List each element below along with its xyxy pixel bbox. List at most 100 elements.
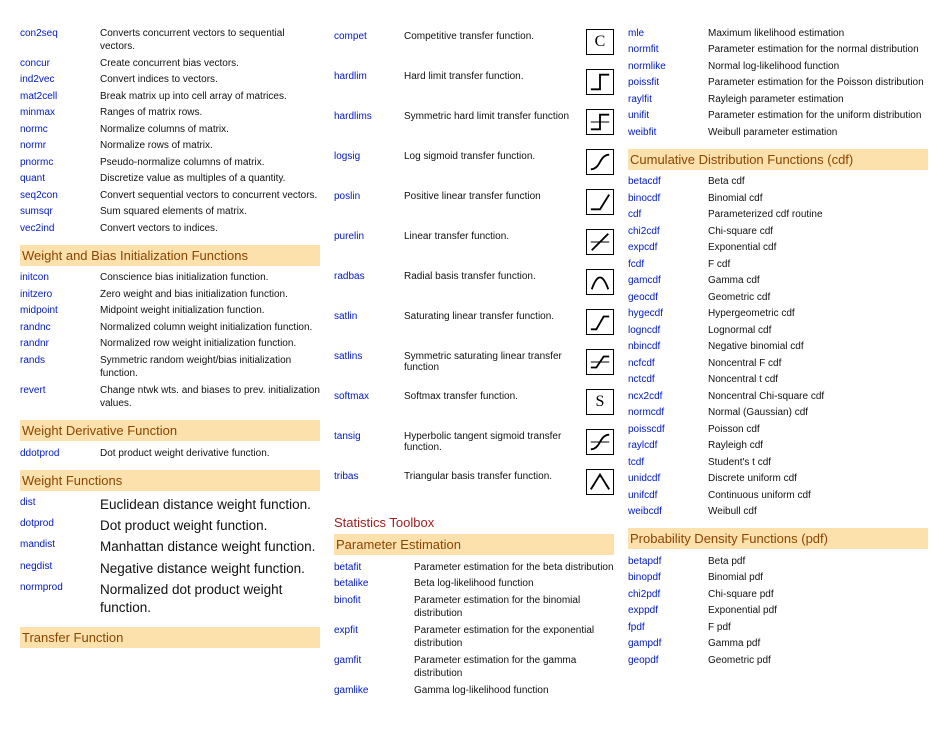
function-link[interactable]: randnc — [20, 321, 100, 335]
function-link[interactable]: weibcdf — [628, 505, 708, 519]
function-link[interactable]: normcdf — [628, 406, 708, 420]
function-link[interactable]: mandist — [20, 538, 100, 552]
function-link[interactable]: negdist — [20, 560, 100, 574]
function-link[interactable]: mle — [628, 27, 708, 41]
function-link[interactable]: normc — [20, 123, 100, 137]
function-link[interactable]: logsig — [334, 151, 404, 162]
function-link[interactable]: exppdf — [628, 604, 708, 618]
function-link[interactable]: satlin — [334, 311, 404, 322]
function-link[interactable]: initcon — [20, 271, 100, 285]
function-link[interactable]: pnormc — [20, 156, 100, 170]
function-link[interactable]: raylfit — [628, 93, 708, 107]
function-link[interactable]: normlike — [628, 60, 708, 74]
function-link[interactable]: quant — [20, 172, 100, 186]
function-link[interactable]: chi2cdf — [628, 225, 708, 239]
function-link[interactable]: normprod — [20, 581, 100, 595]
function-link[interactable]: hygecdf — [628, 307, 708, 321]
function-link[interactable]: nctcdf — [628, 373, 708, 387]
function-link[interactable]: fpdf — [628, 621, 708, 635]
function-description: Log sigmoid transfer function. — [404, 151, 586, 162]
function-link[interactable]: unidcdf — [628, 472, 708, 486]
function-link[interactable]: compet — [334, 31, 404, 42]
transfer-function-row: logsigLog sigmoid transfer function. — [334, 145, 614, 185]
function-link[interactable]: sumsqr — [20, 205, 100, 219]
function-link[interactable]: dotprod — [20, 517, 100, 531]
function-link[interactable]: rands — [20, 354, 100, 368]
function-description: Rayleigh parameter estimation — [708, 93, 928, 107]
function-link[interactable]: tribas — [334, 471, 404, 482]
function-link[interactable]: tcdf — [628, 456, 708, 470]
function-link[interactable]: satlins — [334, 351, 404, 362]
function-link[interactable]: midpoint — [20, 304, 100, 318]
function-link[interactable]: unifit — [628, 109, 708, 123]
function-link[interactable]: chi2pdf — [628, 588, 708, 602]
function-link[interactable]: vec2ind — [20, 222, 100, 236]
function-row: ncfcdfNoncentral F cdf — [628, 355, 928, 372]
function-description: Rayleigh cdf — [708, 439, 928, 453]
function-link[interactable]: betalike — [334, 577, 414, 591]
function-link[interactable]: geopdf — [628, 654, 708, 668]
function-link[interactable]: randnr — [20, 337, 100, 351]
function-link[interactable]: revert — [20, 384, 100, 398]
function-row: midpointMidpoint weight initialization f… — [20, 303, 320, 320]
function-link[interactable]: binofit — [334, 594, 414, 608]
function-description: Pseudo-normalize columns of matrix. — [100, 156, 320, 170]
function-link[interactable]: hardlim — [334, 71, 404, 82]
function-link[interactable]: purelin — [334, 231, 404, 242]
function-link[interactable]: expfit — [334, 624, 414, 638]
function-link[interactable]: minmax — [20, 106, 100, 120]
function-link[interactable]: expcdf — [628, 241, 708, 255]
function-link[interactable]: con2seq — [20, 27, 100, 41]
function-link[interactable]: normr — [20, 139, 100, 153]
function-link[interactable]: nbincdf — [628, 340, 708, 354]
section-parameter-estimation: Parameter Estimation — [334, 534, 614, 555]
function-link[interactable]: gamlike — [334, 684, 414, 698]
function-link[interactable]: gamcdf — [628, 274, 708, 288]
function-link[interactable]: gamfit — [334, 654, 414, 668]
function-link[interactable]: cdf — [628, 208, 708, 222]
function-link[interactable]: concur — [20, 57, 100, 71]
function-link[interactable]: ncx2cdf — [628, 390, 708, 404]
function-link[interactable]: raylcdf — [628, 439, 708, 453]
function-link[interactable]: binocdf — [628, 192, 708, 206]
function-link[interactable]: unifcdf — [628, 489, 708, 503]
transfer-function-row: radbasRadial basis transfer function. — [334, 265, 614, 305]
function-row: randsSymmetric random weight/bias initia… — [20, 352, 320, 382]
function-link[interactable]: fcdf — [628, 258, 708, 272]
function-description: Normalize columns of matrix. — [100, 123, 320, 137]
function-link[interactable]: seq2con — [20, 189, 100, 203]
function-row: normfitParameter estimation for the norm… — [628, 42, 928, 59]
function-link[interactable]: ddotprod — [20, 447, 100, 461]
function-row: unifitParameter estimation for the unifo… — [628, 108, 928, 125]
function-description: Normalized dot product weight function. — [100, 581, 320, 617]
function-link[interactable]: gampdf — [628, 637, 708, 651]
function-link[interactable]: dist — [20, 496, 100, 510]
function-link[interactable]: softmax — [334, 391, 404, 402]
function-description: Weibull parameter estimation — [708, 126, 928, 140]
function-row: exppdfExponential pdf — [628, 603, 928, 620]
function-link[interactable]: tansig — [334, 431, 404, 442]
function-row: raylfitRayleigh parameter estimation — [628, 91, 928, 108]
function-link[interactable]: betafit — [334, 561, 414, 575]
function-description: Linear transfer function. — [404, 231, 586, 242]
function-link[interactable]: logncdf — [628, 324, 708, 338]
function-link[interactable]: poissfit — [628, 76, 708, 90]
function-link[interactable]: geocdf — [628, 291, 708, 305]
function-link[interactable]: binopdf — [628, 571, 708, 585]
function-link[interactable]: radbas — [334, 271, 404, 282]
function-link[interactable]: betapdf — [628, 555, 708, 569]
function-row: poisscdfPoisson cdf — [628, 421, 928, 438]
function-link[interactable]: poslin — [334, 191, 404, 202]
function-link[interactable]: poisscdf — [628, 423, 708, 437]
function-link[interactable]: betacdf — [628, 175, 708, 189]
function-link[interactable]: normfit — [628, 43, 708, 57]
function-link[interactable]: initzero — [20, 288, 100, 302]
function-link[interactable]: mat2cell — [20, 90, 100, 104]
function-link[interactable]: weibfit — [628, 126, 708, 140]
function-row: mat2cellBreak matrix up into cell array … — [20, 88, 320, 105]
function-description: Binomial pdf — [708, 571, 928, 585]
function-link[interactable]: hardlims — [334, 111, 404, 122]
function-link[interactable]: ind2vec — [20, 73, 100, 87]
function-link[interactable]: ncfcdf — [628, 357, 708, 371]
function-row: normlikeNormal log-likelihood function — [628, 58, 928, 75]
